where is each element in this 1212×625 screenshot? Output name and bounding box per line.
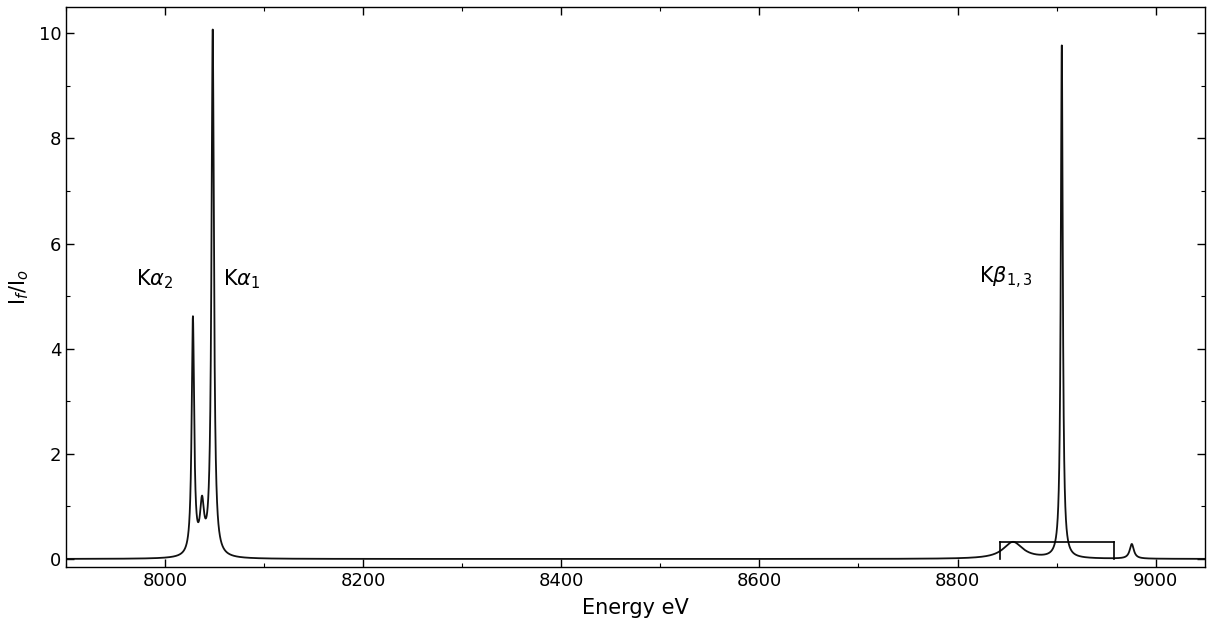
Text: K$\beta_{1,3}$: K$\beta_{1,3}$ — [979, 264, 1033, 291]
X-axis label: Energy eV: Energy eV — [582, 598, 690, 618]
Y-axis label: I$_f$/I$_o$: I$_f$/I$_o$ — [7, 269, 30, 305]
Text: K$\alpha_1$: K$\alpha_1$ — [223, 268, 261, 291]
Text: K$\alpha_2$: K$\alpha_2$ — [136, 268, 173, 291]
